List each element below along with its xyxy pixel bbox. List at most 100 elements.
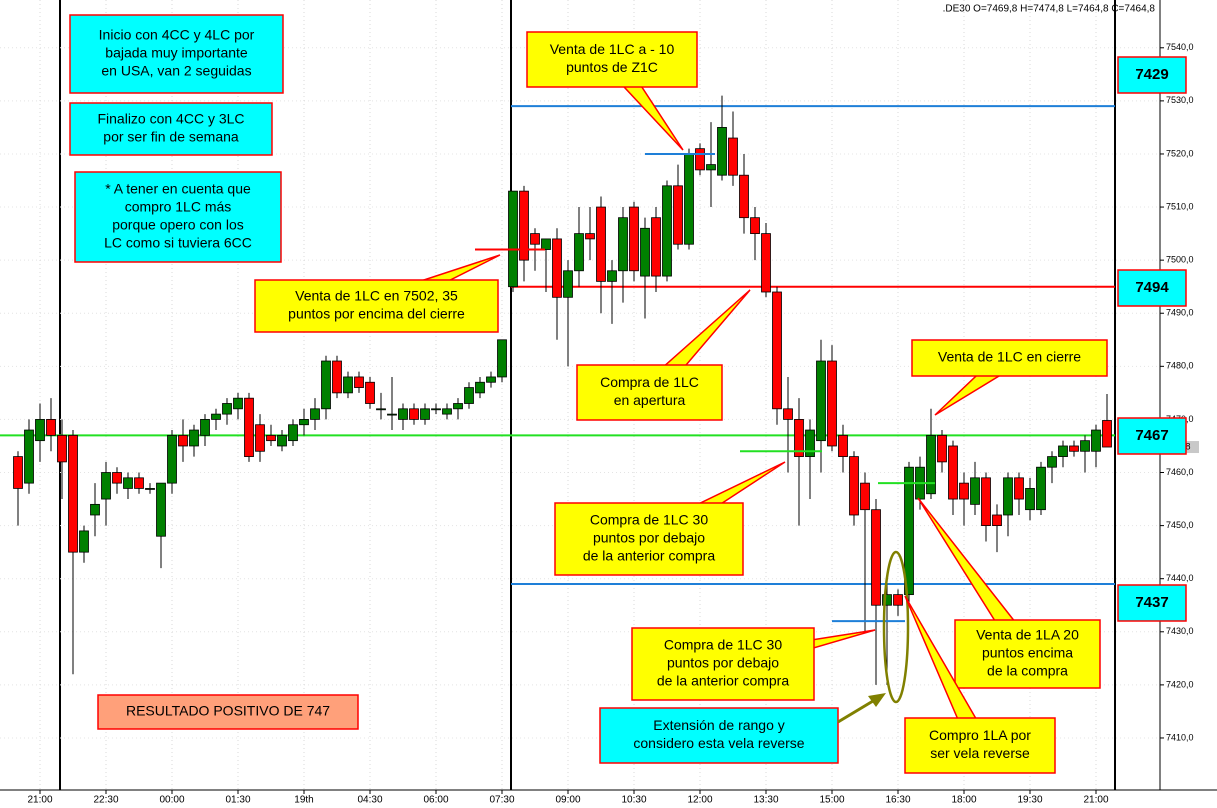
candle-body — [354, 376, 364, 388]
candle-body — [508, 190, 518, 288]
candle-body — [618, 217, 628, 272]
candle-body — [739, 174, 749, 219]
annotation-box — [954, 619, 1101, 689]
candle-body — [607, 270, 617, 282]
candle-body — [288, 424, 298, 442]
annotation-text: por ser fin de semana — [103, 129, 239, 145]
candle-body — [596, 206, 606, 282]
header: .DE30 O=7469,8 H=7474,8 L=7464,8 C=7464,… — [943, 4, 1156, 15]
candle-body — [321, 360, 331, 410]
annotation-box — [599, 707, 839, 764]
candle-body — [860, 482, 870, 511]
candle-body — [838, 434, 848, 457]
annotation-box — [254, 279, 499, 333]
annotation-box — [97, 694, 359, 730]
candle-body — [728, 137, 738, 176]
candle-body — [189, 429, 199, 447]
y-tick-label: 7440,0 — [1166, 573, 1194, 583]
price-box-label: 7467 — [1135, 427, 1168, 444]
y-tick-label: 7510,0 — [1166, 201, 1194, 211]
candle-body — [772, 291, 782, 410]
price-box-label: 7494 — [1135, 279, 1169, 296]
candle-body — [420, 408, 430, 420]
candle-body — [882, 594, 892, 606]
candle-body — [13, 456, 23, 489]
candle-body — [959, 482, 969, 500]
annotation-text: Compra de 1LC 30 — [590, 512, 709, 528]
y-tick-label: 7420,0 — [1166, 679, 1194, 689]
candle-body — [981, 477, 991, 527]
candle-body — [255, 424, 265, 452]
candle-body — [827, 360, 837, 447]
candle-body — [398, 408, 408, 420]
annotation-text: de la compra — [987, 663, 1068, 679]
candle-body — [57, 434, 67, 463]
annotation-text: Compro 1LA por — [929, 727, 1031, 743]
candle-body — [629, 206, 639, 272]
candle-body — [442, 408, 452, 415]
annotation-text: bajada muy importante — [105, 45, 248, 61]
candle-body — [871, 509, 881, 606]
candle-body — [200, 419, 210, 436]
candle-body — [1003, 477, 1013, 516]
annotation-box — [526, 31, 698, 88]
candle-body — [365, 381, 375, 404]
candle-body — [387, 413, 397, 416]
candle-body — [68, 434, 78, 553]
candle-body — [1058, 445, 1068, 457]
y-tick-label: 7530,0 — [1166, 95, 1194, 105]
candle-body — [277, 434, 287, 447]
annotation-text: puntos por encima del cierre — [288, 306, 465, 322]
candle-body — [574, 233, 584, 272]
x-tick-label: 01:30 — [225, 795, 250, 806]
annotation-text: RESULTADO POSITIVO DE 747 — [126, 703, 330, 719]
annotation-text: Venta de 1LC en cierre — [938, 349, 1081, 365]
candle-body — [651, 217, 661, 277]
candle-body — [1025, 488, 1035, 511]
x-tick-label: 16:30 — [885, 795, 910, 806]
annotation-box — [576, 364, 723, 421]
candle-body — [706, 164, 716, 171]
candle-body — [849, 456, 859, 516]
candle-body — [805, 429, 815, 457]
candle-body — [992, 514, 1002, 527]
candle-body — [266, 434, 276, 442]
x-tick-label: 19:30 — [1017, 795, 1042, 806]
x-tick-label: 18:00 — [951, 795, 976, 806]
candle-body — [717, 127, 727, 176]
annotation-text: Inicio con 4CC y 4LC por — [99, 27, 255, 43]
candle-body — [123, 477, 133, 489]
x-tick-label: 12:00 — [687, 795, 712, 806]
annotation-box — [631, 627, 815, 701]
candle-body — [167, 434, 177, 484]
candle-body — [233, 397, 243, 410]
annotation-text: Venta de 1LA 20 — [976, 627, 1079, 643]
annotation-text: Extensión de rango y — [653, 717, 785, 733]
candle-body — [585, 233, 595, 240]
annotation-box — [74, 171, 282, 263]
candle-body — [937, 434, 947, 463]
x-tick-label: 15:00 — [819, 795, 844, 806]
candle-body — [1102, 420, 1112, 448]
candle-body — [310, 408, 320, 420]
candle-body — [970, 477, 980, 505]
candle-body — [79, 530, 89, 553]
candle-body — [794, 419, 804, 457]
candle-body — [453, 403, 463, 410]
annotation-text: puntos encima — [982, 645, 1073, 661]
price-box — [1117, 56, 1187, 94]
candle-body — [90, 503, 100, 516]
annotation-box — [69, 14, 284, 94]
x-tick-label: 21:00 — [1083, 795, 1108, 806]
y-tick-label: 7410,0 — [1166, 732, 1194, 742]
arrow-head — [868, 693, 886, 707]
highlight-ellipse — [882, 550, 910, 704]
candle-body — [244, 397, 254, 457]
x-tick-label: 19th — [294, 795, 313, 806]
candle-body — [211, 413, 221, 420]
candle-body — [761, 233, 771, 293]
annotation-text: porque opero con los — [112, 217, 244, 233]
candle-body — [948, 445, 958, 500]
candle-body — [783, 408, 793, 420]
candle-body — [178, 434, 188, 447]
